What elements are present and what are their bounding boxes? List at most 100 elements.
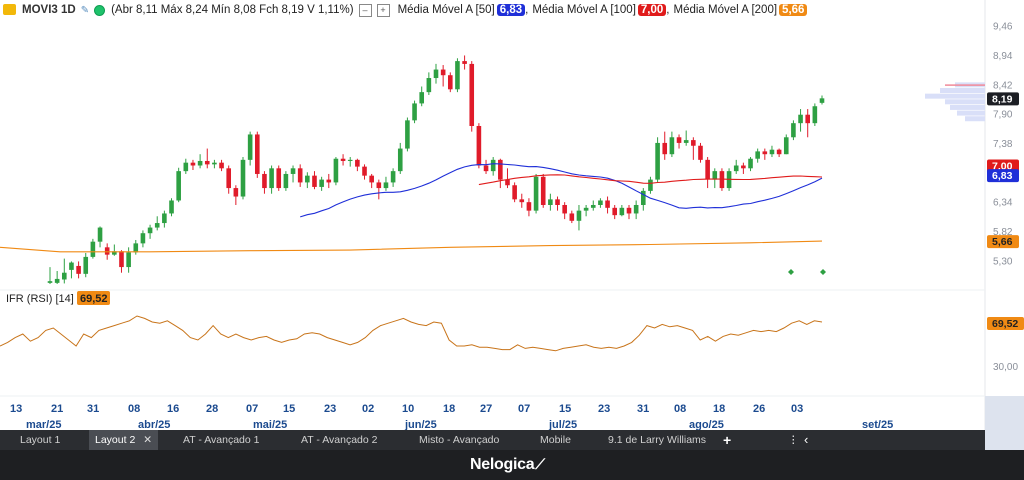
candle: [197, 154, 203, 169]
ticker-label[interactable]: MOVI3 1D: [22, 4, 76, 16]
logo-text: Nelogica: [470, 456, 535, 473]
candle: [133, 239, 139, 255]
candle-body: [612, 207, 618, 216]
candle: [498, 158, 503, 189]
close-tab-icon[interactable]: ✕: [143, 434, 153, 446]
more-icon[interactable]: ⋮: [788, 434, 799, 446]
candle: [61, 258, 67, 284]
add-tab-button[interactable]: +: [723, 432, 732, 448]
ma200-label[interactable]: Média Móvel A [200]: [673, 4, 778, 16]
price-tick-label: 5,82: [993, 227, 1013, 238]
candle: [626, 204, 632, 220]
candle-body: [54, 278, 60, 283]
candle: [440, 65, 446, 87]
ma200-value-badge: 5,66: [779, 4, 808, 16]
candle: [769, 145, 775, 158]
candle-body: [555, 199, 560, 205]
tab-layout-2[interactable]: Layout 2 ✕: [89, 430, 159, 450]
tab-layout-1[interactable]: Layout 1: [20, 434, 61, 446]
ma50-label[interactable]: Média Móvel A [50]: [397, 4, 495, 16]
candle: [669, 131, 675, 158]
candle: [662, 131, 668, 160]
brush-icon[interactable]: ✎: [80, 4, 90, 16]
candle-body: [447, 75, 453, 90]
candle: [405, 117, 410, 152]
date-tick-label: 07: [246, 403, 258, 415]
candle: [319, 176, 324, 191]
candle-body: [340, 158, 346, 161]
tab-misto-avancado[interactable]: Misto - Avançado: [419, 434, 500, 446]
candle: [54, 271, 60, 284]
tab-label: Layout 2: [95, 434, 136, 446]
candle: [640, 188, 646, 211]
date-tick-label: 18: [713, 403, 725, 415]
candle-body: [140, 233, 146, 244]
month-label: mar/25: [26, 419, 61, 430]
candle: [505, 168, 510, 189]
rsi-tag: [987, 317, 1024, 330]
price-tick-label: 7,90: [993, 110, 1013, 121]
candle-body: [133, 243, 139, 253]
month-label: mai/25: [253, 419, 287, 430]
candle-body: [183, 162, 189, 172]
candle: [204, 148, 210, 169]
candle-body: [505, 179, 510, 186]
candle-body: [247, 134, 253, 160]
minimize-icon[interactable]: –: [358, 3, 372, 17]
candle-body: [347, 159, 353, 161]
candle-body: [154, 223, 160, 228]
date-tick-label: 31: [87, 403, 99, 415]
ma100-label[interactable]: Média Móvel A [100]: [532, 4, 636, 16]
candle-body: [576, 210, 582, 221]
signal-marker: [788, 269, 794, 275]
tab-larry-williams[interactable]: 9.1 de Larry Williams: [608, 434, 707, 446]
tab-mobile[interactable]: Mobile: [540, 434, 571, 446]
date-tick-label: 15: [559, 403, 571, 415]
chart-type-icon[interactable]: [3, 4, 16, 15]
candle: [583, 204, 589, 217]
candle-body: [326, 179, 332, 183]
volume-profile-bar: [950, 104, 985, 110]
ma50-value-badge: 6,83: [496, 4, 526, 16]
candle: [455, 58, 460, 93]
candle-body: [362, 166, 367, 176]
candle: [762, 148, 768, 160]
add-indicator-icon[interactable]: +: [376, 3, 390, 17]
date-tick-label: 27: [480, 403, 492, 415]
chart-header: MOVI3 1D ✎ (Abr 8,11 Máx 8,24 Mín 8,08 F…: [0, 0, 980, 20]
candle-body: [476, 125, 482, 166]
candle: [433, 63, 439, 84]
tab-at-avancado-2[interactable]: AT - Avançado 2: [301, 434, 378, 446]
volume-profile-bar: [945, 99, 985, 105]
candle: [655, 137, 660, 183]
price-chart[interactable]: 9,468,948,427,907,386,866,345,825,308,19…: [0, 0, 1024, 430]
candle-body: [683, 140, 689, 143]
candle-body: [583, 207, 589, 211]
collapse-tabs-icon[interactable]: ‹: [804, 432, 809, 447]
date-tick-label: 26: [753, 403, 765, 415]
tab-at-avancado-1[interactable]: AT - Avançado 1: [183, 434, 260, 446]
rsi-label: IFR (RSI) [14]: [6, 293, 74, 305]
candle-body: [390, 171, 396, 183]
candle: [376, 179, 382, 200]
candle: [819, 95, 825, 105]
logo-mark-icon: ⟋: [535, 456, 545, 472]
candle-body: [190, 162, 196, 166]
price-tick-label: 5,30: [993, 256, 1013, 267]
candle-body: [297, 168, 303, 183]
candle: [490, 157, 496, 176]
candle: [526, 198, 532, 217]
candle-body: [169, 200, 174, 214]
candle: [548, 193, 553, 211]
candle-body: [733, 165, 739, 172]
candle-body: [805, 114, 811, 124]
candle: [283, 171, 289, 191]
candle-body: [176, 171, 181, 201]
candle-body: [605, 200, 610, 208]
candle-body: [97, 227, 103, 242]
candle-body: [90, 241, 96, 257]
candle-body: [119, 251, 124, 268]
volume-profile-bar: [965, 116, 985, 122]
candle-body: [769, 149, 775, 155]
candle: [741, 162, 746, 174]
